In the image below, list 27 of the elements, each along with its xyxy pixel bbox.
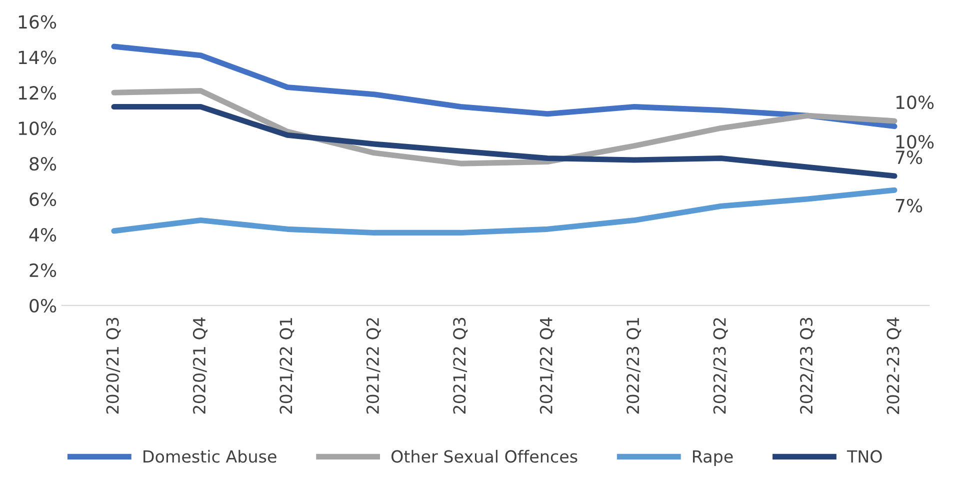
- x-tick-label: 2020/21 Q4: [192, 317, 208, 414]
- y-tick-label: 8%: [30, 157, 56, 171]
- y-tick-label: 10%: [18, 122, 56, 136]
- y-tick-label: 6%: [30, 192, 56, 206]
- data-label: 7%: [896, 198, 922, 212]
- legend-label: Other Sexual Offences: [391, 450, 578, 463]
- legend-label: Domestic Abuse: [144, 450, 276, 463]
- data-label: 10%: [896, 95, 934, 110]
- x-tick-label: 2020/21 Q3: [106, 318, 121, 414]
- y-tick-label: 2%: [30, 263, 56, 278]
- y-tick-label: 12%: [18, 86, 56, 100]
- y-tick-label: 14%: [18, 50, 56, 64]
- data-label: 10%: [896, 134, 934, 149]
- x-tick-label: 2021/22 Q4: [540, 317, 554, 414]
- x-tick-label: 2021/22 Q3: [453, 318, 468, 414]
- x-tick-label: 2021/22 Q1: [280, 318, 294, 414]
- legend-label: Rape: [693, 450, 733, 466]
- x-tick-label: 2022/23 Q2: [713, 318, 728, 414]
- y-tick-label: 4%: [29, 228, 56, 242]
- data-label: 7%: [896, 150, 922, 164]
- x-tick-label: 2022/23 Q1: [626, 318, 642, 414]
- x-tick-label: 2022-23 Q4: [886, 317, 902, 414]
- y-tick-label: 0%: [30, 298, 56, 313]
- x-tick-label: 2022/23 Q3: [800, 318, 815, 414]
- y-tick-label: 16%: [18, 15, 56, 29]
- legend-label: TNO: [846, 450, 882, 463]
- x-tick-label: 2021/22 Q2: [366, 318, 381, 414]
